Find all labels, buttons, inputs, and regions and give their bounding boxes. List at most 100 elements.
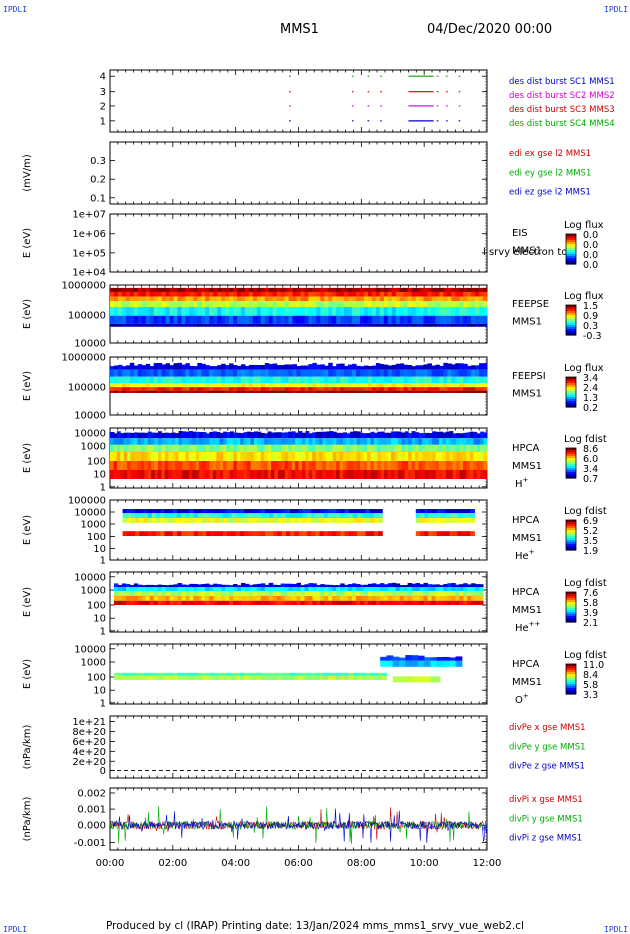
spectrogram-cell <box>264 600 270 605</box>
spectrogram-cell <box>471 287 476 292</box>
colorbar-title: Log fdist <box>564 578 607 589</box>
spectrogram-cell <box>459 390 464 393</box>
spectrogram-cell <box>432 438 437 445</box>
spectrogram-cell <box>457 531 463 536</box>
spectrogram-cell <box>451 390 456 393</box>
spectrogram-cell <box>428 531 434 536</box>
spectrogram-cell <box>236 444 241 452</box>
spectrogram-cell <box>193 390 198 393</box>
spectrogram-cell <box>210 518 216 523</box>
spectrogram-cell <box>256 509 262 514</box>
spectrogram-cell <box>125 591 131 596</box>
spectrogram-cell <box>260 307 266 316</box>
spectrogram-cell <box>344 390 349 393</box>
spectrogram-cell <box>403 323 409 327</box>
spectrogram-cell <box>236 390 242 393</box>
spectrogram-cell <box>387 444 392 452</box>
spectrogram-cell <box>133 470 138 479</box>
spectrogram-cell <box>192 444 197 452</box>
spectrogram-cell <box>315 531 320 536</box>
spectrogram-cell <box>281 452 286 461</box>
spectrogram-cell <box>399 323 405 327</box>
spectrogram-cell <box>252 291 258 297</box>
spectrogram-cell <box>137 376 143 384</box>
spectrogram-cell <box>391 596 397 601</box>
spectrogram-cell <box>315 438 320 445</box>
spectrogram-cell <box>130 470 135 479</box>
spectrogram-cell <box>161 444 166 452</box>
spectrogram-cell <box>461 531 467 536</box>
spectrogram-cell <box>395 383 401 388</box>
spectrogram-cell <box>455 660 463 667</box>
spectrogram-cell <box>340 323 345 327</box>
spectrogram-cell <box>185 587 190 592</box>
spectrogram-cell <box>110 470 114 479</box>
spectrogram-cell <box>476 444 481 452</box>
spectrogram-cell <box>363 452 368 461</box>
y-tick-label: 0.2 <box>90 175 106 186</box>
spectrogram-cell <box>315 509 320 514</box>
spectrogram-cell <box>367 301 373 308</box>
spectrogram-cell <box>149 291 155 297</box>
spectrogram-cell <box>336 383 341 388</box>
spectrogram-cell <box>344 287 349 292</box>
spectrogram-cell <box>356 323 361 327</box>
spectrogram-cell <box>156 513 161 518</box>
spectrogram-cell <box>248 287 254 292</box>
spectrogram-cell <box>421 470 426 479</box>
spectrogram-cell <box>141 600 147 605</box>
spectrogram-cell <box>193 383 198 388</box>
spectrogram-cell <box>312 444 317 452</box>
spectrogram-cell <box>123 452 128 461</box>
spectrogram-cell <box>280 307 286 316</box>
spectrogram-cell <box>379 364 385 370</box>
spectrogram-cell <box>145 307 151 316</box>
spectrogram-cell <box>328 596 333 601</box>
spectrogram-cell <box>356 438 361 445</box>
spectrogram-cell <box>415 383 421 388</box>
spectrogram-cell <box>319 438 323 445</box>
spectrogram-cell <box>352 296 357 302</box>
spectrogram-cell <box>143 531 149 536</box>
spectrogram-cell <box>415 315 421 324</box>
spectrogram-cell <box>217 296 222 302</box>
spectrogram-cell <box>387 315 393 324</box>
spectrogram-cell <box>133 390 139 393</box>
spectrogram-cell <box>378 513 383 518</box>
spectrogram-cell <box>264 307 270 316</box>
spectrogram-cell <box>117 390 123 393</box>
spectrogram-cell <box>157 376 163 384</box>
spectrogram-cell <box>120 461 125 470</box>
spectrogram-cell <box>267 470 272 479</box>
spectrogram-cell <box>365 509 371 514</box>
spectrogram-cell <box>394 431 399 439</box>
spectrogram-cell <box>431 591 436 596</box>
spectrogram-cell <box>213 583 218 587</box>
spectrogram-cell <box>360 387 365 391</box>
spectrogram-cell <box>181 438 186 445</box>
colorbar-frame <box>565 519 577 551</box>
spectrogram-cell <box>399 600 405 605</box>
spectrogram-cell <box>445 438 450 445</box>
spectrogram-cell <box>240 596 246 601</box>
spectrogram-cell <box>367 587 373 592</box>
spectrogram-cell <box>360 390 365 393</box>
spectrogram-cell <box>117 587 123 592</box>
spectrogram-cell <box>292 296 298 302</box>
spectrogram-cell <box>172 509 178 514</box>
spectrogram-cell <box>139 509 145 514</box>
spectrogram-cell <box>173 584 178 587</box>
spectrogram-cell <box>375 323 381 327</box>
spectrogram-cell <box>181 509 186 514</box>
spectrogram-cell <box>292 387 298 391</box>
spectrogram-cell <box>140 452 145 461</box>
spectrogram-cell <box>229 315 234 324</box>
spectrogram-cell <box>256 587 262 592</box>
spectrogram-cell <box>201 363 206 370</box>
spectrogram-cell <box>284 287 290 292</box>
spectrogram-cell <box>300 301 305 308</box>
spectrogram-cell <box>137 315 143 324</box>
spectrogram-cell <box>181 518 186 523</box>
spectrogram-cell <box>476 461 481 470</box>
